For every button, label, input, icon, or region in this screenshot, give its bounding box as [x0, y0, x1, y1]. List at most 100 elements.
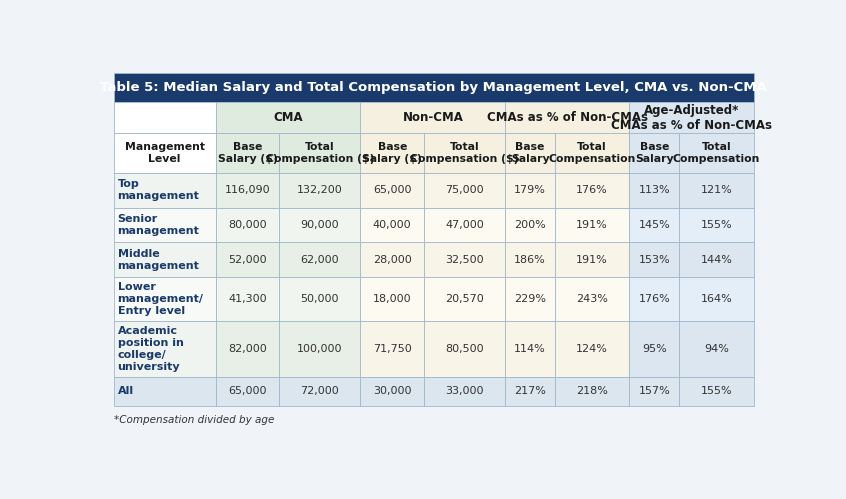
Bar	[216, 377, 279, 406]
Text: *Compensation divided by age: *Compensation divided by age	[113, 415, 274, 425]
Bar	[113, 277, 216, 321]
Bar	[113, 73, 754, 102]
Bar	[629, 102, 754, 133]
Text: 191%: 191%	[576, 254, 608, 264]
Text: Base
Salary ($): Base Salary ($)	[217, 142, 277, 164]
Bar	[279, 173, 360, 208]
Bar	[505, 102, 629, 133]
Bar	[629, 242, 679, 277]
Text: 72,000: 72,000	[300, 386, 339, 396]
Bar	[424, 321, 505, 377]
Text: 100,000: 100,000	[297, 344, 343, 354]
Bar	[113, 242, 216, 277]
Bar	[555, 133, 629, 173]
Text: Non-CMA: Non-CMA	[403, 111, 464, 124]
Text: 243%: 243%	[576, 294, 608, 304]
Bar	[216, 133, 279, 173]
Bar	[360, 102, 505, 133]
Text: Total
Compensation: Total Compensation	[673, 142, 760, 164]
Text: 116,090: 116,090	[224, 185, 270, 195]
Bar	[629, 321, 679, 377]
Text: 157%: 157%	[639, 386, 670, 396]
Bar	[279, 208, 360, 242]
Text: 145%: 145%	[639, 220, 670, 230]
Text: 40,000: 40,000	[373, 220, 411, 230]
Text: 75,000: 75,000	[445, 185, 484, 195]
Text: 229%: 229%	[514, 294, 547, 304]
Bar	[360, 242, 424, 277]
Bar	[555, 242, 629, 277]
Bar	[505, 133, 555, 173]
Text: Middle
management: Middle management	[118, 249, 200, 270]
Text: Total
Compensation: Total Compensation	[548, 142, 636, 164]
Text: CMAs as % of Non-CMAs: CMAs as % of Non-CMAs	[486, 111, 648, 124]
Text: 153%: 153%	[639, 254, 670, 264]
Bar	[555, 377, 629, 406]
Text: Senior
management: Senior management	[118, 214, 200, 236]
Text: 62,000: 62,000	[300, 254, 339, 264]
Text: 217%: 217%	[514, 386, 546, 396]
Bar	[679, 242, 754, 277]
Text: Base
Salary: Base Salary	[511, 142, 549, 164]
Bar	[679, 133, 754, 173]
Bar	[279, 377, 360, 406]
Bar	[424, 208, 505, 242]
Text: CMA: CMA	[273, 111, 303, 124]
Text: 124%: 124%	[576, 344, 608, 354]
Text: All: All	[118, 386, 134, 396]
Bar	[279, 321, 360, 377]
Text: Base
Salary ($): Base Salary ($)	[362, 142, 422, 164]
Text: 52,000: 52,000	[228, 254, 266, 264]
Text: 95%: 95%	[642, 344, 667, 354]
Text: 30,000: 30,000	[373, 386, 411, 396]
Text: 179%: 179%	[514, 185, 546, 195]
Bar	[679, 377, 754, 406]
Bar	[360, 321, 424, 377]
Text: 176%: 176%	[639, 294, 670, 304]
Text: 186%: 186%	[514, 254, 546, 264]
Bar	[629, 377, 679, 406]
Bar	[629, 173, 679, 208]
Bar	[424, 377, 505, 406]
Bar	[679, 277, 754, 321]
Bar	[279, 277, 360, 321]
Text: 164%: 164%	[700, 294, 732, 304]
Text: 176%: 176%	[576, 185, 608, 195]
Bar	[360, 173, 424, 208]
Bar	[505, 242, 555, 277]
Text: 191%: 191%	[576, 220, 608, 230]
Text: 82,000: 82,000	[228, 344, 266, 354]
Text: 28,000: 28,000	[373, 254, 411, 264]
Text: 71,750: 71,750	[373, 344, 411, 354]
Text: 144%: 144%	[700, 254, 733, 264]
Text: 50,000: 50,000	[300, 294, 339, 304]
Text: Age-Adjusted*
CMAs as % of Non-CMAs: Age-Adjusted* CMAs as % of Non-CMAs	[611, 104, 772, 132]
Bar	[113, 133, 216, 173]
Text: Table 5: Median Salary and Total Compensation by Management Level, CMA vs. Non-C: Table 5: Median Salary and Total Compens…	[100, 81, 767, 94]
Bar	[113, 173, 216, 208]
Bar	[113, 321, 216, 377]
Text: 155%: 155%	[700, 220, 732, 230]
Text: 132,200: 132,200	[297, 185, 343, 195]
Bar	[216, 208, 279, 242]
Bar	[679, 321, 754, 377]
Bar	[555, 173, 629, 208]
Bar	[629, 277, 679, 321]
Bar	[424, 277, 505, 321]
Text: 65,000: 65,000	[373, 185, 411, 195]
Bar	[505, 208, 555, 242]
Bar	[505, 377, 555, 406]
Bar	[505, 277, 555, 321]
Text: 47,000: 47,000	[445, 220, 484, 230]
Bar	[555, 208, 629, 242]
Text: Base
Salary: Base Salary	[634, 142, 673, 164]
Text: 32,500: 32,500	[445, 254, 484, 264]
Bar	[216, 277, 279, 321]
Text: Academic
position in
college/
university: Academic position in college/ university	[118, 326, 184, 372]
Text: 114%: 114%	[514, 344, 546, 354]
Bar	[505, 173, 555, 208]
Text: 200%: 200%	[514, 220, 546, 230]
Bar	[113, 377, 216, 406]
Text: Management
Level: Management Level	[124, 142, 205, 164]
Bar	[679, 173, 754, 208]
